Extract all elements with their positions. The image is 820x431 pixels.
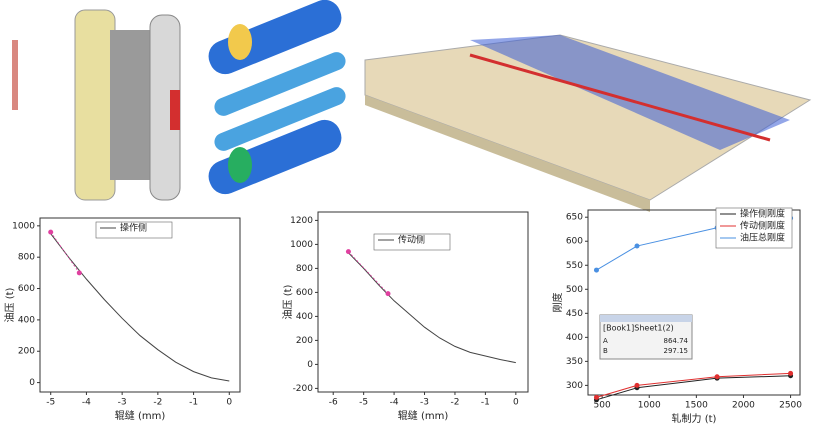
series-line <box>50 231 80 274</box>
data-point <box>634 243 640 249</box>
data-point <box>634 382 640 388</box>
x-tick-label: -2 <box>450 398 459 408</box>
x-tick-label: 0 <box>513 398 519 408</box>
x-tick-label: -4 <box>82 398 91 408</box>
y-tick-label: 0 <box>29 378 35 388</box>
plot-frame <box>317 211 529 393</box>
data-point <box>345 249 351 255</box>
x-tick-label: -5 <box>46 398 55 408</box>
x-tick-label: -3 <box>420 398 429 408</box>
data-point <box>76 270 82 276</box>
data-point <box>788 370 794 376</box>
plot-frame <box>587 209 801 396</box>
table-cell: 297.15 <box>664 347 689 355</box>
x-tick-label: -3 <box>118 398 127 408</box>
y-tick-label: 450 <box>566 309 583 319</box>
y-tick-label: 1000 <box>12 221 35 231</box>
x-tick-label: 0 <box>226 398 232 408</box>
x-tick-label: 2500 <box>779 401 802 411</box>
y-axis-title: 油压 (t) <box>281 284 294 319</box>
x-tick-label: -6 <box>329 398 338 408</box>
y-tick-label: 200 <box>18 347 35 357</box>
y-tick-label: 400 <box>296 312 313 322</box>
x-tick-label: -1 <box>189 398 198 408</box>
table-cell: 864.74 <box>664 337 689 345</box>
legend-label: 油压总刚度 <box>740 232 785 244</box>
y-tick-label: 600 <box>566 237 583 247</box>
y-tick-label: 800 <box>296 264 313 274</box>
table-cell: B <box>603 347 608 355</box>
x-axis-title: 辊缝 (mm) <box>115 409 166 422</box>
data-point <box>714 374 720 380</box>
y-tick-label: 550 <box>566 261 583 271</box>
y-tick-label: 0 <box>307 360 313 370</box>
legend-box <box>373 233 451 251</box>
series-line <box>596 372 791 398</box>
legend-box <box>95 221 173 239</box>
fea-plate <box>364 34 812 212</box>
y-tick-label: 1000 <box>290 240 313 250</box>
data-point <box>593 267 599 273</box>
fea-rolls <box>208 0 346 195</box>
y-tick-label: 300 <box>566 381 583 391</box>
series-line <box>596 375 791 401</box>
x-tick-label: -2 <box>153 398 162 408</box>
legend-label: 传动侧 <box>398 234 425 246</box>
series-line <box>348 251 389 294</box>
series-line <box>348 252 516 364</box>
x-tick-label: 1000 <box>638 401 661 411</box>
data-point <box>385 291 391 297</box>
y-tick-label: 400 <box>18 315 35 325</box>
data-point <box>48 229 54 235</box>
x-tick-label: -5 <box>359 398 368 408</box>
y-tick-label: 400 <box>566 333 583 343</box>
x-tick-label: 500 <box>594 401 611 411</box>
fea-assembly <box>8 5 181 201</box>
data-point <box>593 394 599 400</box>
legend-label: 传动侧刚度 <box>740 220 785 232</box>
y-axis-title: 油压 (t) <box>3 287 16 322</box>
y-tick-label: 200 <box>296 336 313 346</box>
y-tick-label: 600 <box>18 284 35 294</box>
y-tick-label: 1200 <box>290 216 313 226</box>
series-line <box>50 233 230 382</box>
y-axis-title: 刚度 <box>551 293 564 313</box>
inset-title: [Book1]Sheet1(2) <box>603 324 674 333</box>
x-axis-title: 轧制力 (t) <box>672 412 717 425</box>
x-tick-label: 2000 <box>732 401 755 411</box>
legend-box <box>715 207 793 249</box>
x-tick-label: 1500 <box>685 401 708 411</box>
y-tick-label: 600 <box>296 288 313 298</box>
legend-label: 操作侧刚度 <box>740 208 785 220</box>
y-tick-label: -200 <box>293 384 314 394</box>
plot-frame <box>39 217 241 393</box>
x-tick-label: -4 <box>390 398 399 408</box>
y-tick-label: 500 <box>566 285 583 295</box>
y-tick-label: 350 <box>566 357 583 367</box>
x-axis-title: 辊缝 (mm) <box>398 409 449 422</box>
y-tick-label: 650 <box>566 213 583 223</box>
legend-label: 操作侧 <box>120 222 147 234</box>
table-cell: A <box>603 337 608 345</box>
x-tick-label: -1 <box>481 398 490 408</box>
y-tick-label: 800 <box>18 253 35 263</box>
inset-title-bar <box>600 315 692 322</box>
